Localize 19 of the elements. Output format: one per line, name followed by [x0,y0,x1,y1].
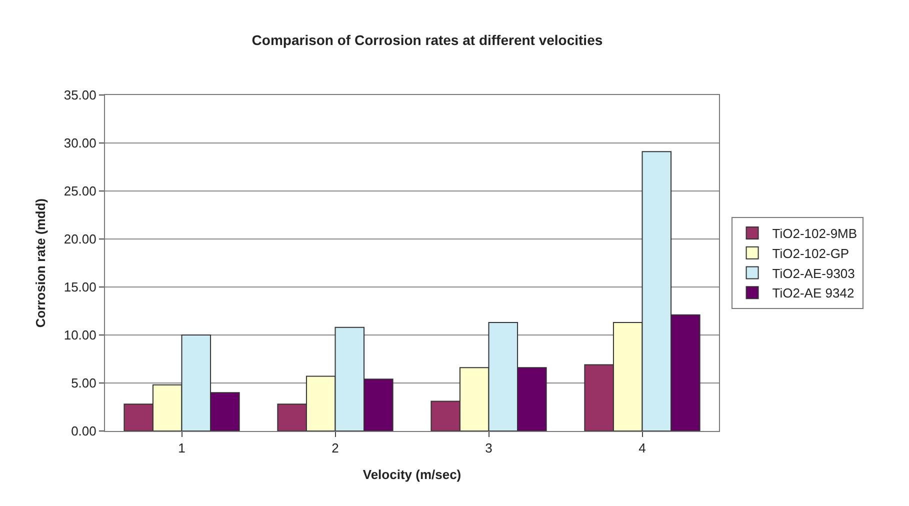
x-tick-label: 2 [332,440,339,456]
legend-label: TiO2-AE-9303 [772,266,855,281]
y-tick-label: 5.00 [71,376,96,391]
y-tick-label: 30.00 [64,136,96,151]
legend-label: TiO2-102-9MB [772,226,858,242]
x-axis-title: Velocity (m/sec) [362,467,462,482]
y-tick-label: 20.00 [64,232,96,247]
chart-title: Comparison of Corrosion rates at different velocities [252,32,603,48]
x-tick-label: 1 [178,440,186,456]
x-tick-label: 4 [638,440,646,456]
y-tick-label: 0.00 [71,424,96,439]
x-tick-label: 3 [485,440,492,456]
y-tick-label: 25.00 [64,184,96,199]
legend-label: TiO2-AE 9342 [772,286,854,301]
y-tick-label: 15.00 [64,280,96,295]
y-axis-title: Corrosion rate (mdd) [32,198,48,328]
legend-label: TiO2-102-GP [772,246,850,261]
y-tick-label: 35.00 [64,88,96,103]
y-tick-label: 10.00 [64,328,96,343]
